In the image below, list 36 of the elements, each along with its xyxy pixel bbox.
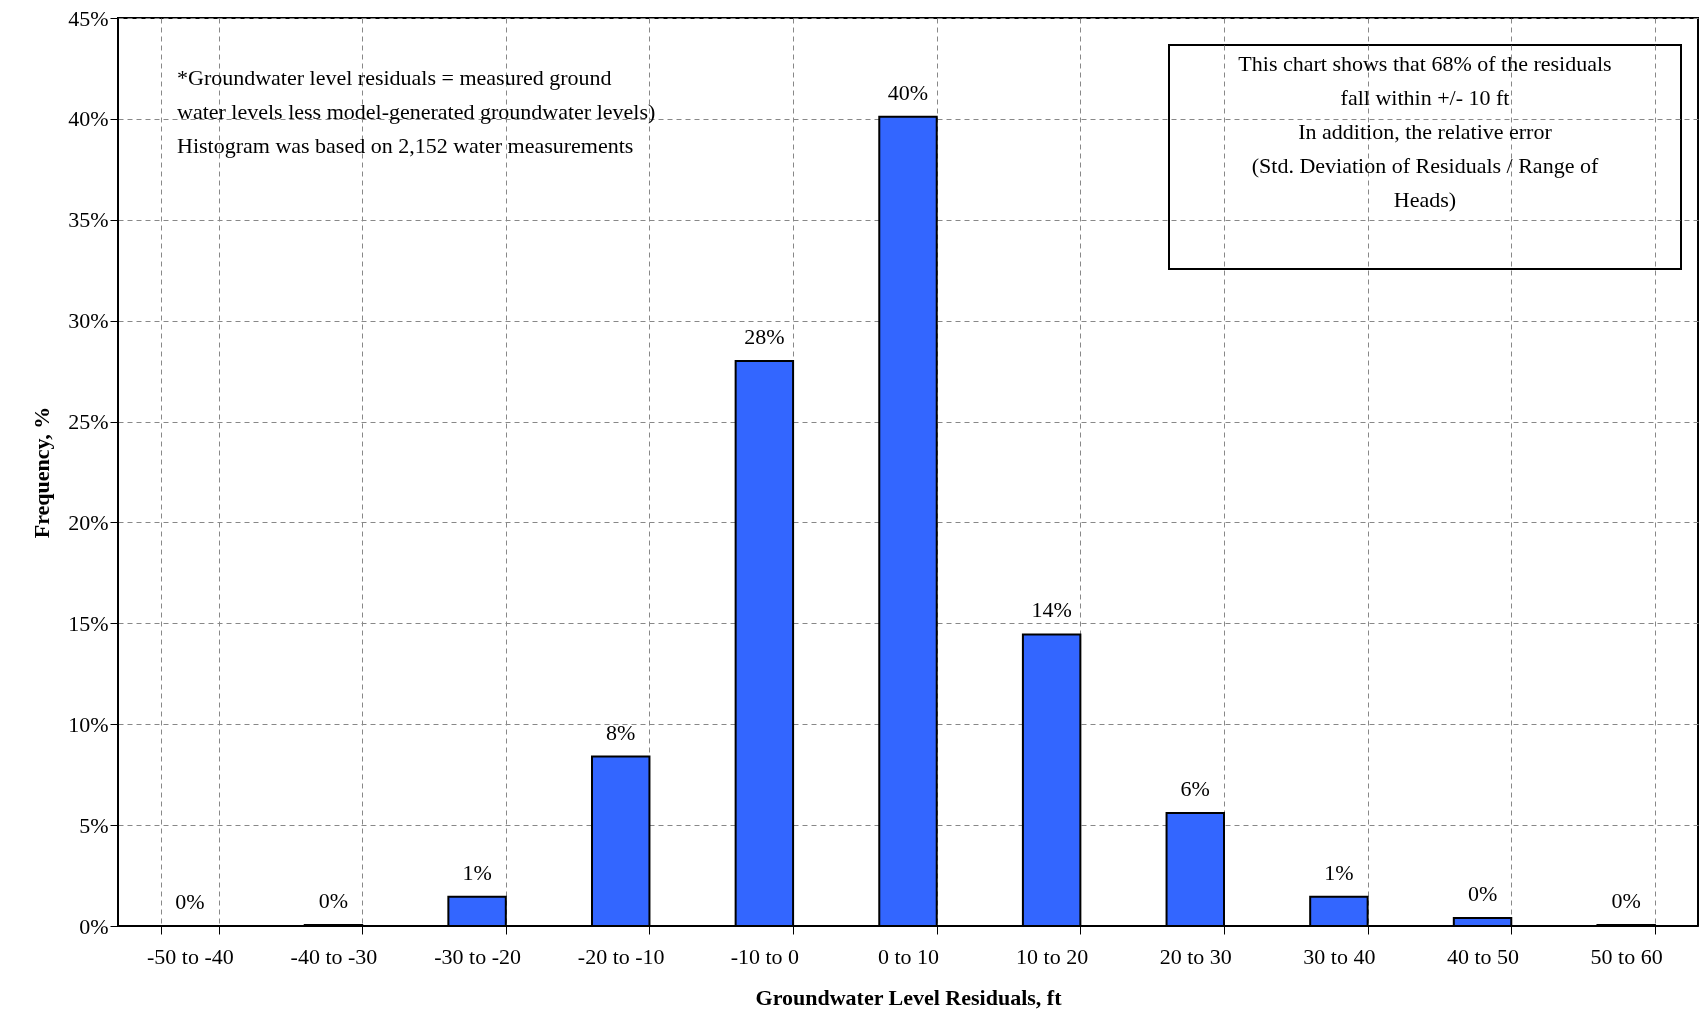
y-tick-label: 40% xyxy=(68,106,109,132)
y-tick-label: 5% xyxy=(79,812,109,838)
y-tick-label: 0% xyxy=(79,913,109,939)
x-tick-label: -30 to -20 xyxy=(434,943,521,969)
x-tick-label: -40 to -30 xyxy=(290,943,378,969)
data-label: 0% xyxy=(318,887,349,913)
data-label: 1% xyxy=(1324,859,1354,885)
annotation: *Groundwater level residuals = measured ground water levels less model-generated groundwater levels) Histogram was based on 2,152 water measurements xyxy=(177,65,656,158)
x-tick-label: -10 to 0 xyxy=(730,943,800,969)
x-tick-label: 40 to 50 xyxy=(1446,943,1520,969)
data-label: 0% xyxy=(175,889,205,914)
data-label: 0% xyxy=(1611,887,1641,913)
data-label: 8% xyxy=(606,719,636,745)
y-tick-label: 35% xyxy=(68,207,109,233)
y-tick-label: 20% xyxy=(68,509,109,535)
data-label: 40% xyxy=(887,79,929,105)
data-label: 6% xyxy=(1180,776,1210,801)
data-label: 28% xyxy=(744,324,785,350)
y-tick-label: 15% xyxy=(68,610,109,636)
y-tick-label: 25% xyxy=(68,409,109,435)
annotation: This chart shows that 68% of the residuals fall within +/- 10 ft In addition, the relative error (Std. Deviation of Residuals / Range of Heads) xyxy=(1238,51,1612,212)
y-tick-label: 10% xyxy=(68,711,109,737)
y-tick-label: 30% xyxy=(68,308,109,334)
x-tick-label: 50 to 60 xyxy=(1590,943,1663,969)
data-label: 0% xyxy=(1467,880,1498,906)
x-tick-label: 20 to 30 xyxy=(1159,943,1232,969)
x-tick-label: 30 to 40 xyxy=(1303,943,1376,969)
data-label: 1% xyxy=(462,859,492,885)
x-tick-label: 10 to 20 xyxy=(1016,943,1089,969)
y-axis-title: Frequency, % xyxy=(29,406,55,539)
x-tick-label: -20 to -10 xyxy=(577,943,665,969)
x-axis-title: Groundwater Level Residuals, ft xyxy=(755,984,1063,1010)
x-tick-label: 0 to 10 xyxy=(877,943,940,969)
x-tick-label: -50 to -40 xyxy=(146,943,234,969)
y-tick-label: 45% xyxy=(68,5,109,31)
data-label: 14% xyxy=(1031,597,1072,623)
